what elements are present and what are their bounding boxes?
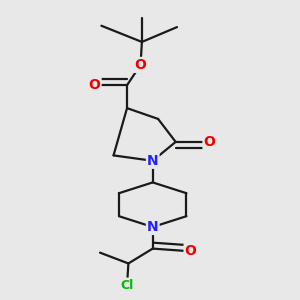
- Text: N: N: [147, 154, 158, 168]
- Text: O: O: [203, 135, 215, 149]
- Text: O: O: [89, 78, 100, 92]
- Text: N: N: [147, 220, 158, 234]
- Text: O: O: [135, 58, 146, 72]
- Text: Cl: Cl: [120, 279, 134, 292]
- Text: O: O: [184, 244, 196, 258]
